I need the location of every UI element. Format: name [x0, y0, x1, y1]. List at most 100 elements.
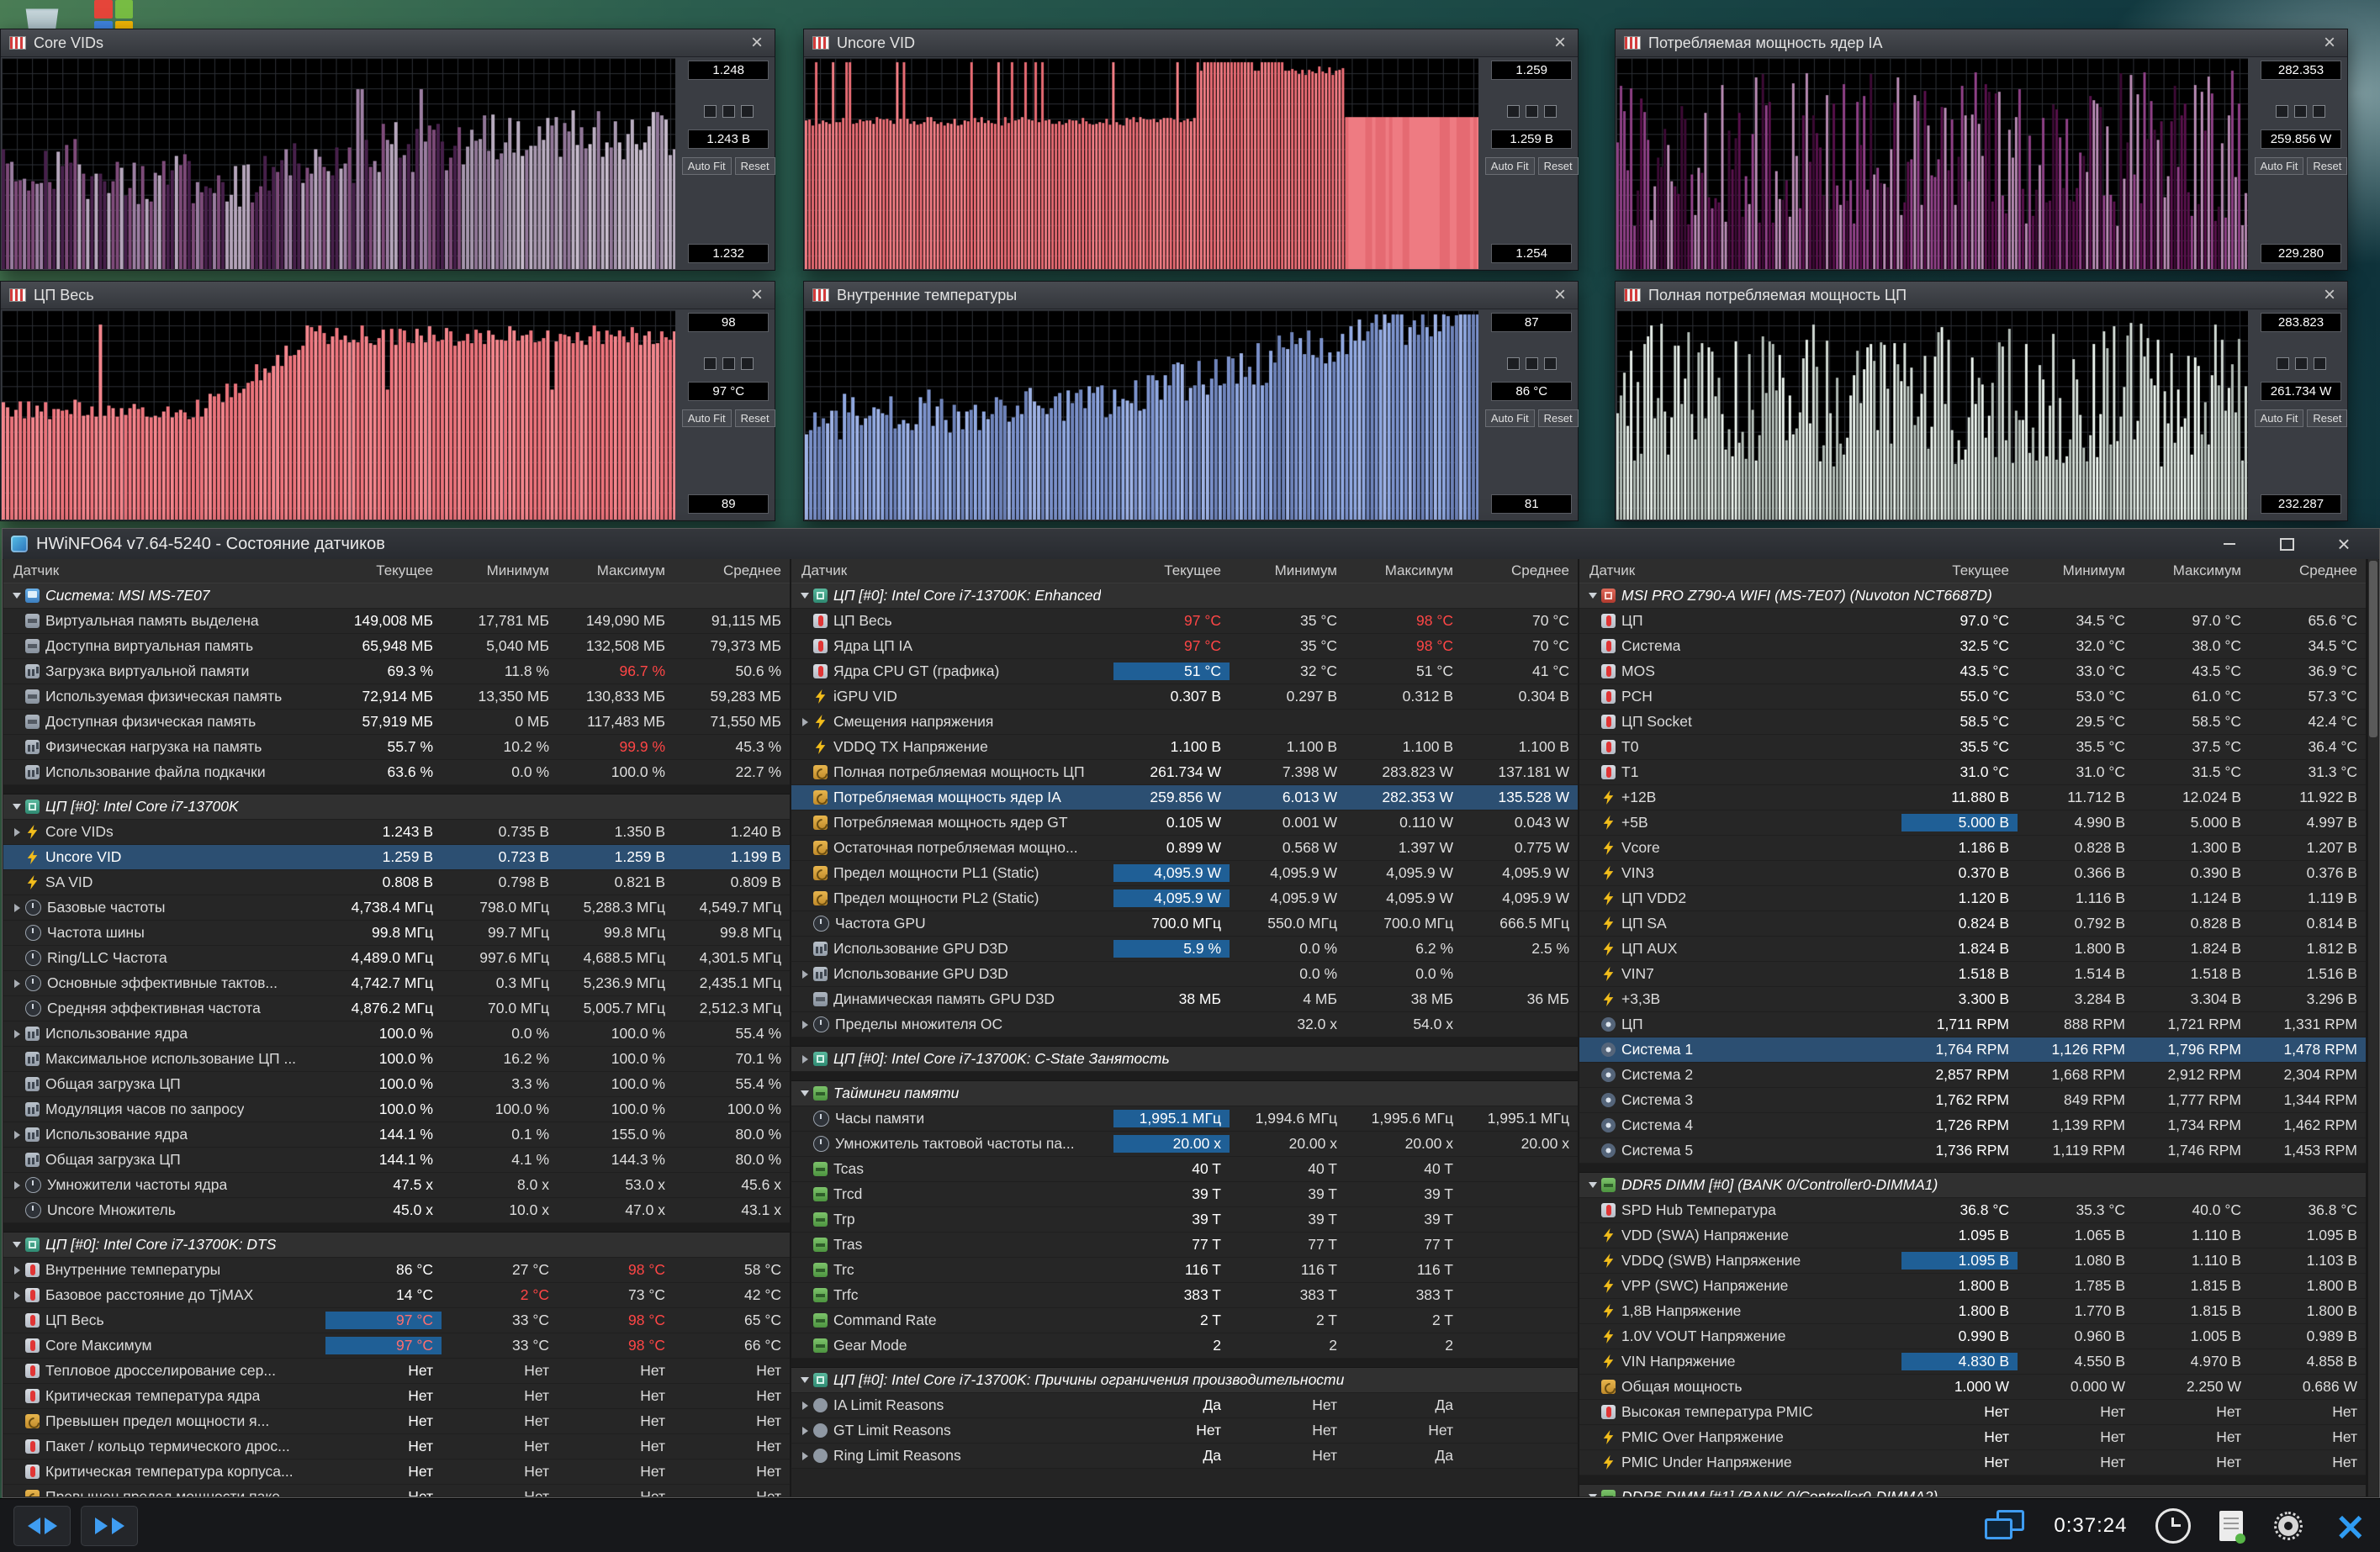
- expand-chevron-icon[interactable]: [13, 1130, 20, 1139]
- sensor-row[interactable]: SPD Hub Температура 36.8 °C 35.3 °C 40.0 °C…: [1579, 1198, 2366, 1223]
- sensor-row[interactable]: ЦП VDD2 1.120 В 1.116 В 1.124 В 1.119 В: [1579, 886, 2366, 911]
- reset-button[interactable]: Reset: [734, 409, 775, 427]
- sensor-row[interactable]: Тепловое дросселирование сер... Нет Нет Нет…: [3, 1359, 790, 1384]
- reset-button[interactable]: Reset: [1537, 409, 1579, 427]
- collapse-chevron-icon[interactable]: [13, 593, 21, 599]
- graph-window-titlebar[interactable]: Внутренние температуры ×: [804, 282, 1578, 309]
- sensor-section-row[interactable]: ЦП [#0]: Intel Core i7-13700K: Причины о…: [791, 1368, 1578, 1393]
- sensor-row[interactable]: PMIC Over Напряжение Нет Нет Нет Нет: [1579, 1425, 2366, 1450]
- sensor-row[interactable]: Пакет / кольцо термического дрос... Нет Не…: [3, 1434, 790, 1460]
- sensor-row[interactable]: Базовые частоты 4,738.4 МГц 798.0 МГц 5,288…: [3, 895, 790, 921]
- graph-checkbox[interactable]: [722, 105, 735, 118]
- sensor-row[interactable]: Критическая температура ядра Нет Нет Нет Нет: [3, 1384, 790, 1409]
- graph-window-titlebar[interactable]: ЦП Весь ×: [1, 282, 775, 309]
- sensor-row[interactable]: Gear Mode 2 2 2: [791, 1333, 1578, 1359]
- sensor-row[interactable]: Система 32.5 °C 32.0 °C 38.0 °C 34.5 °C: [1579, 634, 2366, 659]
- graph-window-titlebar[interactable]: Потребляемая мощность ядер IA ×: [1616, 29, 2347, 57]
- sensor-row[interactable]: Полная потребляемая мощность ЦП 261.734 W…: [791, 760, 1578, 785]
- collapse-chevron-icon[interactable]: [801, 1090, 809, 1096]
- clock-icon[interactable]: [2155, 1507, 2192, 1544]
- fast-forward-button[interactable]: [81, 1505, 138, 1546]
- sensor-row[interactable]: Критическая температура корпуса... Нет Нет…: [3, 1460, 790, 1485]
- reset-button[interactable]: Reset: [734, 157, 775, 175]
- sensor-row[interactable]: ЦП Socket 58.5 °C 29.5 °C 58.5 °C 42.4 °C: [1579, 710, 2366, 735]
- sensor-row[interactable]: Использование ядра 144.1 % 0.1 % 155.0 % 80.…: [3, 1122, 790, 1148]
- expand-chevron-icon[interactable]: [801, 1426, 808, 1435]
- collapse-chevron-icon[interactable]: [801, 593, 809, 599]
- column-header[interactable]: Среднее: [722, 562, 781, 578]
- sensor-row[interactable]: iGPU VID 0.307 В 0.297 В 0.312 В 0.304 В: [791, 684, 1578, 710]
- sensor-row[interactable]: Динамическая память GPU D3D 38 МБ 4 МБ 38 М…: [791, 987, 1578, 1012]
- reset-button[interactable]: Reset: [2307, 157, 2348, 175]
- close-icon[interactable]: ×: [2323, 283, 2335, 306]
- graph-checkbox[interactable]: [2276, 357, 2289, 370]
- sensor-row[interactable]: ЦП 1,711 RPM 888 RPM 1,721 RPM 1,331 RPM: [1579, 1012, 2366, 1037]
- close-icon[interactable]: ×: [2337, 531, 2351, 557]
- column-header[interactable]: Максимум: [1384, 562, 1453, 578]
- sensor-row[interactable]: Частота шины 99.8 МГц 99.7 МГц 99.8 МГц 99.8…: [3, 921, 790, 946]
- sensor-row[interactable]: Умножитель тактовой частоты па... 20.00 x…: [791, 1132, 1578, 1157]
- sensor-row[interactable]: Внутренние температуры 86 °C 27 °C 98 °C 58 …: [3, 1258, 790, 1283]
- sensor-section-row[interactable]: ЦП [#0]: Intel Core i7-13700K: DTS: [3, 1233, 790, 1258]
- settings-gear-icon[interactable]: [2272, 1509, 2305, 1543]
- expand-chevron-icon[interactable]: [801, 1020, 808, 1029]
- reset-button[interactable]: Reset: [2307, 409, 2348, 427]
- collapse-chevron-icon[interactable]: [1589, 1182, 1597, 1188]
- report-file-icon[interactable]: [2219, 1510, 2246, 1544]
- nav-back-forward-button[interactable]: [13, 1505, 71, 1546]
- sensor-row[interactable]: Uncore VID 1.259 В 0.723 В 1.259 В 1.199 В: [3, 845, 790, 870]
- vertical-scrollbar[interactable]: [2367, 559, 2378, 1497]
- column-header[interactable]: Текущее: [1952, 562, 2009, 578]
- sensor-row[interactable]: +12B 11.880 В 11.712 В 12.024 В 11.922 В: [1579, 785, 2366, 810]
- sensor-row[interactable]: Остаточная потребляемая мощно... 0.899 W 0…: [791, 836, 1578, 861]
- sensor-row[interactable]: Максимальное использование ЦП ... 100.0 %…: [3, 1047, 790, 1072]
- reset-button[interactable]: Reset: [1537, 157, 1579, 175]
- graph-window-titlebar[interactable]: Core VIDs ×: [1, 29, 775, 57]
- expand-chevron-icon[interactable]: [801, 1451, 808, 1460]
- maximize-icon[interactable]: [2270, 533, 2303, 555]
- graph-checkbox[interactable]: [703, 357, 717, 370]
- sensor-row[interactable]: Используемая физическая память 72,914 МБ 1…: [3, 684, 790, 710]
- sensor-row[interactable]: Основные эффективные тактов... 4,742.7 МГ…: [3, 971, 790, 996]
- graph-checkbox[interactable]: [703, 105, 717, 118]
- close-icon[interactable]: ×: [1553, 283, 1566, 306]
- auto-fit-button[interactable]: Auto Fit: [1484, 409, 1535, 427]
- sensor-row[interactable]: ЦП SA 0.824 В 0.792 В 0.828 В 0.814 В: [1579, 911, 2366, 937]
- column-header[interactable]: Датчик: [13, 562, 60, 578]
- expand-chevron-icon[interactable]: [13, 979, 20, 988]
- sensor-row[interactable]: Превышен предел мощности паке... Нет Нет Не…: [3, 1485, 790, 1497]
- expand-chevron-icon[interactable]: [801, 969, 808, 979]
- auto-fit-button[interactable]: Auto Fit: [681, 157, 732, 175]
- column-header[interactable]: Минимум: [1274, 562, 1337, 578]
- sensor-row[interactable]: PMIC Under Напряжение Нет Нет Нет Нет: [1579, 1450, 2366, 1475]
- close-icon[interactable]: ×: [2323, 31, 2335, 54]
- sensor-window-titlebar[interactable]: HWiNFO64 v7.64-5240 - Состояние датчиков…: [3, 529, 2379, 560]
- close-icon[interactable]: ×: [750, 283, 763, 306]
- sensor-row[interactable]: Физическая нагрузка на память 55.7 % 10.2 …: [3, 735, 790, 760]
- column-header[interactable]: Максимум: [596, 562, 665, 578]
- graph-checkbox[interactable]: [2313, 105, 2326, 118]
- sensor-row[interactable]: Система 5 1,736 RPM 1,119 RPM 1,746 RPM 1,45…: [1579, 1138, 2366, 1164]
- sensor-row[interactable]: Часы памяти 1,995.1 МГц 1,994.6 МГц 1,995.6…: [791, 1106, 1578, 1132]
- sensor-row[interactable]: Пределы множителя ОС 32.0 x 54.0 x: [791, 1012, 1578, 1037]
- sensor-row[interactable]: Доступная физическая память 57,919 МБ 0 МБ…: [3, 710, 790, 735]
- column-header[interactable]: Среднее: [1510, 562, 1569, 578]
- column-header[interactable]: Текущее: [376, 562, 433, 578]
- graph-checkbox[interactable]: [2294, 105, 2308, 118]
- column-header[interactable]: Максимум: [2172, 562, 2241, 578]
- expand-chevron-icon[interactable]: [13, 903, 20, 912]
- collapse-chevron-icon[interactable]: [13, 804, 21, 810]
- graph-checkbox[interactable]: [1543, 105, 1557, 118]
- sensor-row[interactable]: Смещения напряжения: [791, 710, 1578, 735]
- column-header[interactable]: Текущее: [1164, 562, 1221, 578]
- collapse-chevron-icon[interactable]: [13, 1242, 21, 1248]
- scrollbar-thumb[interactable]: [2369, 561, 2377, 737]
- graph-checkbox[interactable]: [1506, 357, 1520, 370]
- auto-fit-button[interactable]: Auto Fit: [1484, 157, 1535, 175]
- sensor-row[interactable]: ЦП AUX 1.824 В 1.800 В 1.824 В 1.812 В: [1579, 937, 2366, 962]
- sensor-row[interactable]: GT Limit Reasons Нет Нет Нет: [791, 1418, 1578, 1444]
- sensor-row[interactable]: Доступна виртуальная память 65,948 МБ 5,04…: [3, 634, 790, 659]
- graph-checkbox[interactable]: [740, 105, 754, 118]
- sensor-row[interactable]: Система 1 1,764 RPM 1,126 RPM 1,796 RPM 1,47…: [1579, 1037, 2366, 1063]
- sensor-row[interactable]: VDDQ TX Напряжение 1.100 В 1.100 В 1.100 В 1…: [791, 735, 1578, 760]
